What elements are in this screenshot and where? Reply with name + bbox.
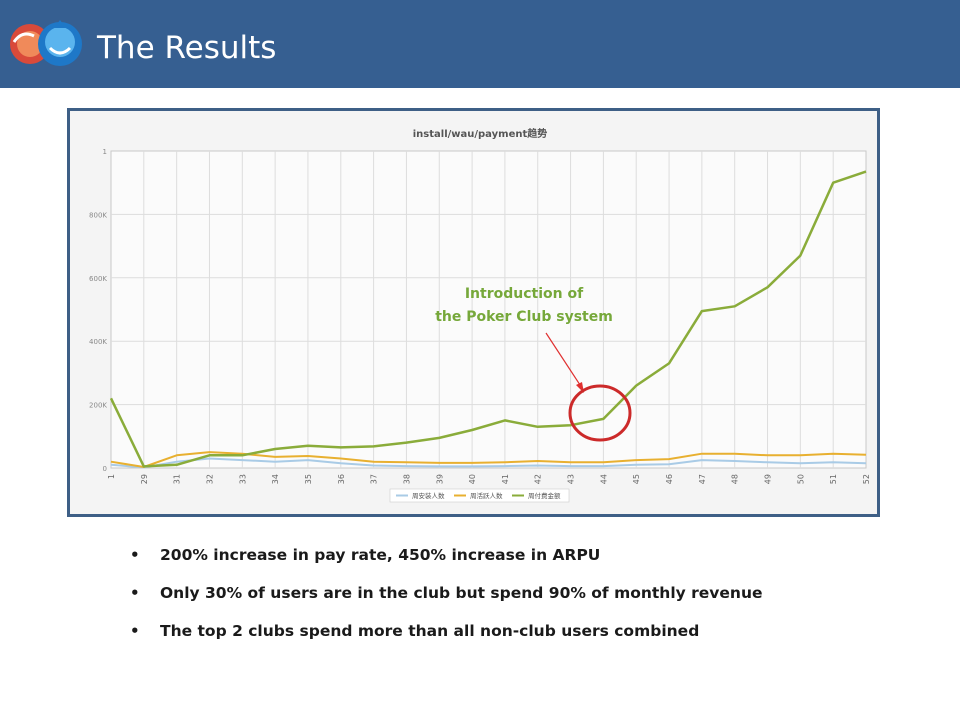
- bullet-icon: •: [130, 546, 140, 564]
- x-tick-label: 44: [599, 474, 608, 484]
- annotation-line-1: Introduction of: [465, 286, 584, 302]
- y-tick-label: 0: [103, 465, 107, 473]
- y-tick-label: 800K: [89, 211, 107, 219]
- y-tick-label: 1: [103, 148, 107, 156]
- chart-title: install/wau/payment趋势: [413, 127, 548, 140]
- y-tick-label: 200K: [89, 402, 107, 410]
- x-tick-label: 51: [829, 474, 838, 484]
- x-tick-label: 31: [173, 474, 182, 484]
- x-tick-label: 29: [140, 474, 149, 484]
- list-item: • The top 2 clubs spend more than all non…: [130, 618, 910, 656]
- x-tick-label: 39: [435, 474, 444, 484]
- page-title: The Results: [97, 30, 277, 66]
- x-tick-label: 50: [796, 474, 805, 484]
- x-tick-label: 46: [665, 474, 674, 484]
- x-axis-ticks: 1 29 31 32 33 34 35 36 37 38 39 40 41 42 43 44 45 46 47 48 4…: [107, 474, 871, 484]
- bullet-icon: •: [130, 622, 140, 640]
- x-tick-label: 34: [271, 474, 280, 484]
- x-tick-label: 35: [304, 474, 313, 484]
- list-item-text: Only 30% of users are in the club but sp…: [160, 584, 763, 602]
- annotation: Introduction of the Poker Club system: [435, 286, 632, 442]
- x-tick-label: 45: [632, 474, 641, 484]
- legend-label: 周活跃人数: [470, 491, 503, 500]
- x-tick-label: 36: [337, 474, 346, 484]
- x-tick-label: 32: [205, 474, 214, 484]
- x-tick-label: 40: [468, 474, 477, 484]
- annotation-circle: [568, 384, 632, 442]
- title-bar: The Results: [0, 0, 960, 88]
- list-item-text: 200% increase in pay rate, 450% increase…: [160, 546, 601, 564]
- x-tick-label: 52: [862, 474, 871, 484]
- y-axis-ticks: 1 800K 600K 400K 200K 0: [89, 148, 107, 473]
- x-tick-label: 47: [698, 474, 707, 484]
- x-tick-label: 41: [501, 474, 510, 484]
- list-item: • 200% increase in pay rate, 450% increas…: [130, 542, 910, 580]
- x-tick-label: 49: [764, 474, 773, 484]
- y-tick-label: 400K: [89, 338, 107, 346]
- results-list: • 200% increase in pay rate, 450% increas…: [130, 542, 910, 656]
- x-tick-label: 1: [107, 474, 116, 479]
- series-line: [110, 457, 867, 469]
- x-tick-label: 37: [370, 474, 379, 484]
- legend-label: 周付费金额: [528, 491, 561, 500]
- x-tick-label: 33: [238, 474, 247, 484]
- chart-frame: install/wau/payment趋势 1 800K 600K 400K 200K 0…: [67, 108, 880, 517]
- annotation-line-2: the Poker Club system: [435, 309, 613, 325]
- plot-area: [110, 150, 867, 469]
- legend-label: 周安装人数: [412, 491, 445, 500]
- bullet-icon: •: [130, 584, 140, 602]
- list-item: • Only 30% of users are in the club but s…: [130, 580, 910, 618]
- series-line: [109, 170, 867, 468]
- x-tick-label: 42: [534, 474, 543, 484]
- list-item-text: The top 2 clubs spend more than all non-…: [160, 622, 700, 640]
- chart-grid: [110, 150, 867, 469]
- x-tick-label: 48: [731, 474, 740, 484]
- y-tick-label: 600K: [89, 275, 107, 283]
- annotation-arrow: [545, 332, 585, 392]
- x-tick-label: 38: [402, 474, 411, 484]
- line-chart: install/wau/payment趋势 1 800K 600K 400K 200K 0…: [89, 127, 871, 503]
- chart-series: [109, 170, 867, 469]
- chart-legend: 周安装人数 周活跃人数 周付费金额: [389, 488, 570, 503]
- series-line: [110, 451, 867, 468]
- poker-club-logo: [10, 20, 82, 66]
- x-tick-label: 43: [567, 474, 576, 484]
